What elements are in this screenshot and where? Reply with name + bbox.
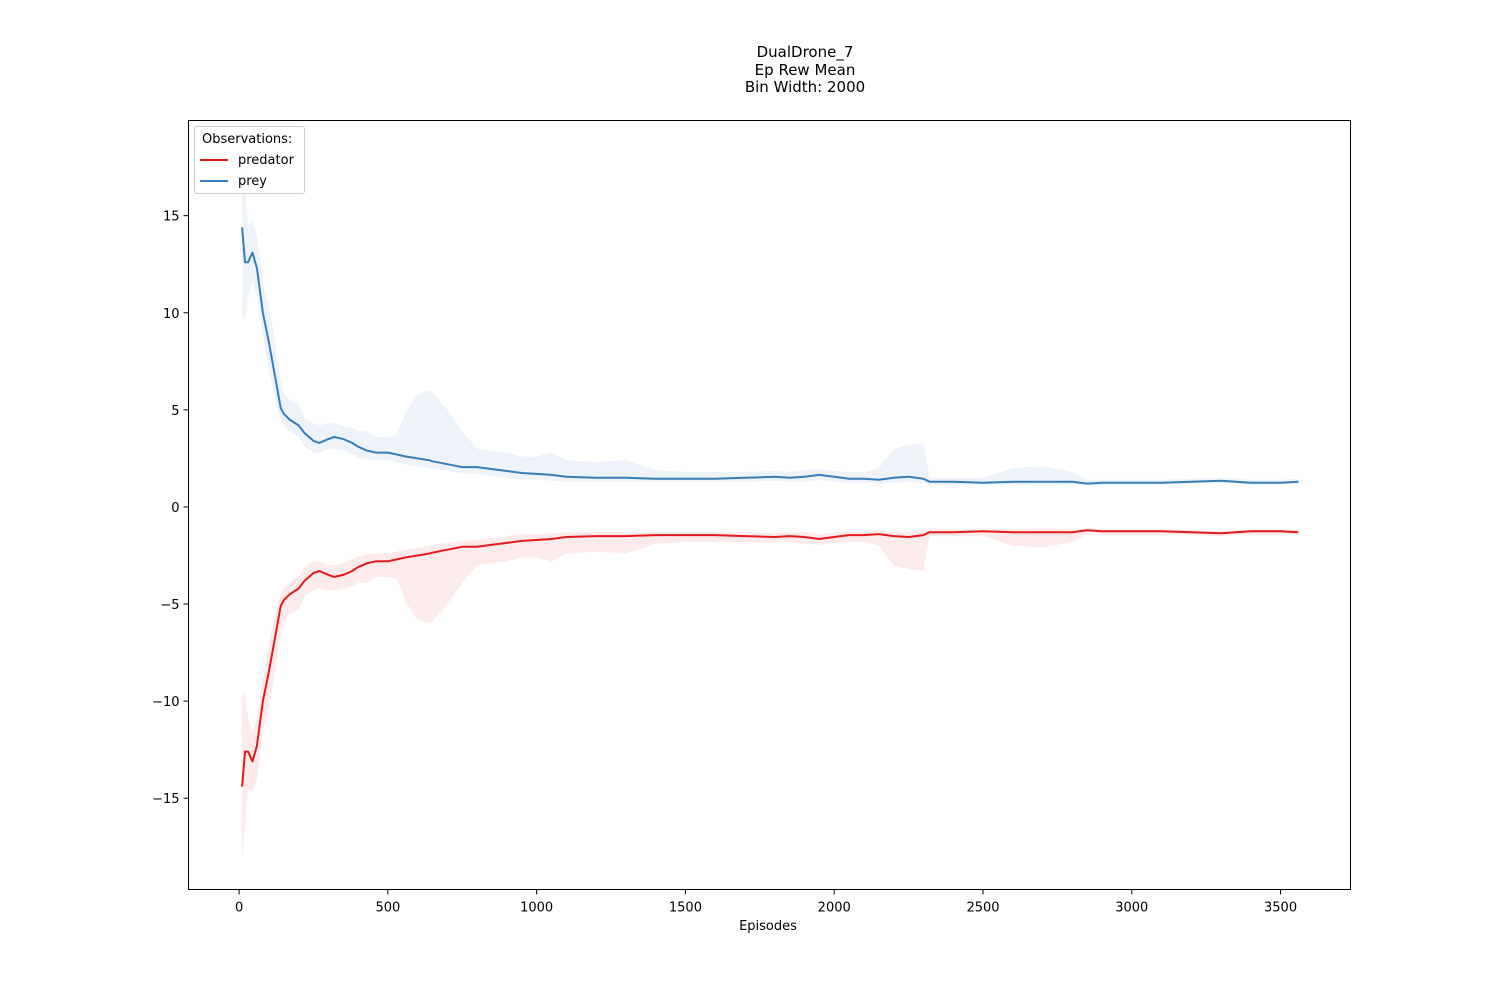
legend-swatch-prey [200,180,228,182]
x-tick-label: 500 [375,901,400,916]
y-tick-label: −15 [152,792,179,807]
y-tick-label: −5 [160,598,179,613]
plot-frame [188,120,1351,890]
chart-title-line-3: Bin Width: 2000 [744,78,866,96]
x-tick-label: 3500 [1264,901,1297,916]
x-tick-label: 2500 [966,901,999,916]
chart-title-line-1: DualDrone_7 [756,43,854,61]
y-tick-label: 0 [171,501,179,516]
x-tick-label: 3000 [1115,901,1148,916]
x-tick-label: 0 [235,901,243,916]
chart-title-line-2: Ep Rew Mean [754,61,856,79]
series-line-prey [241,227,1299,485]
y-tick-label: 10 [163,307,180,322]
confidence-bands [242,157,1299,857]
y-axis: 15 10 5 0 −5 −10 −15 [152,210,189,807]
x-tick-label: 1000 [520,901,553,916]
legend-label-predator: predator [238,152,294,168]
y-tick-label: 15 [163,210,180,225]
x-axis: 0 500 1000 1500 2000 2500 3000 3500 [235,889,1297,916]
legend-swatch-predator [200,159,228,161]
y-tick-label: 5 [171,404,179,419]
legend-item-prey: prey [200,173,267,189]
y-tick-label: −10 [152,695,179,710]
legend-title: Observations: [202,132,293,147]
x-tick-label: 2000 [818,901,851,916]
band-prey [242,157,1299,486]
series-line-predator [241,529,1299,787]
x-tick-label: 1500 [669,901,702,916]
series-lines [241,227,1299,787]
legend-item-predator: predator [200,152,294,168]
x-axis-label: Episodes [739,919,797,934]
legend-label-prey: prey [238,173,268,189]
band-predator [242,528,1299,857]
legend: Observations: predator prey [194,126,305,194]
